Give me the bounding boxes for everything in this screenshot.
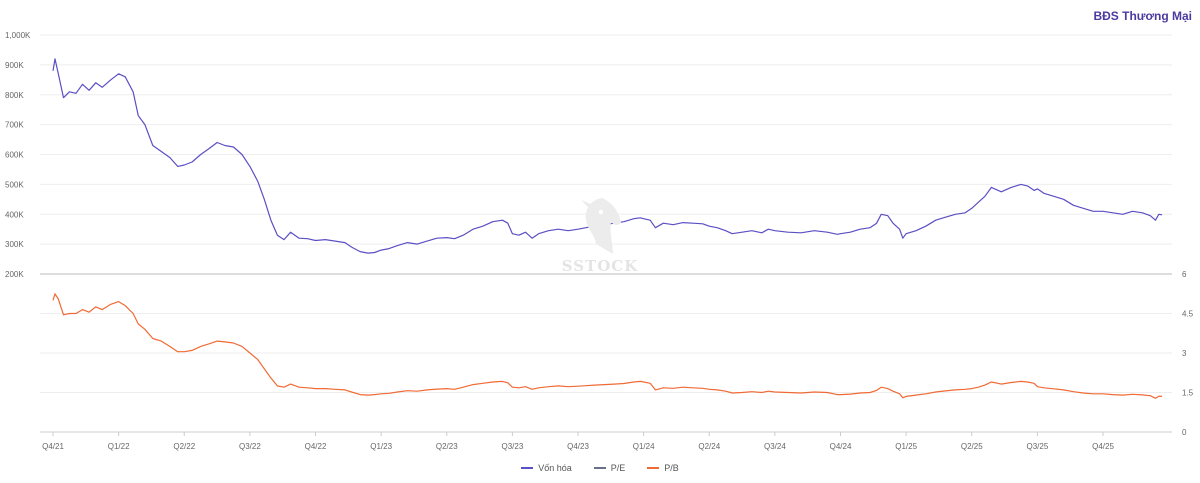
x-tick-label: Q1/22 <box>108 442 130 451</box>
x-tick-label: Q2/24 <box>698 442 720 451</box>
legend-item-von-hoa[interactable]: Vốn hóa <box>521 463 572 473</box>
x-tick-label: Q2/25 <box>961 442 983 451</box>
y-tick-label-left: 700K <box>5 121 24 130</box>
x-tick-label: Q3/24 <box>764 442 786 451</box>
x-tick-label: Q4/25 <box>1092 442 1114 451</box>
y-tick-label-left: 500K <box>5 180 24 189</box>
chart-title: BĐS Thương Mại <box>1093 9 1192 23</box>
y-tick-label-right: 4.5 <box>1182 310 1194 319</box>
x-tick-label: Q4/24 <box>830 442 852 451</box>
y-tick-label-right: 1.5 <box>1182 389 1194 398</box>
y-tick-label-left: 900K <box>5 61 24 70</box>
legend-label-von-hoa: Vốn hóa <box>538 463 572 473</box>
y-tick-label-right: 3 <box>1182 349 1187 358</box>
chart-legend: Vốn hóa P/E P/B <box>0 463 1200 473</box>
x-tick-label: Q1/24 <box>633 442 655 451</box>
y-tick-label-left: 600K <box>5 151 24 160</box>
y-tick-label-left: 1,000K <box>5 31 31 40</box>
x-tick-label: Q2/22 <box>173 442 195 451</box>
y-tick-label-left: 800K <box>5 91 24 100</box>
legend-swatch-von-hoa <box>521 467 534 469</box>
y-tick-label-right: 6 <box>1182 270 1187 279</box>
x-tick-label: Q3/23 <box>501 442 523 451</box>
x-tick-label: Q4/23 <box>567 442 589 451</box>
legend-swatch-pe <box>593 467 606 469</box>
x-tick-label: Q4/22 <box>305 442 327 451</box>
legend-label-pe: P/E <box>610 463 626 473</box>
x-tick-label: Q3/25 <box>1026 442 1048 451</box>
series-line-pb <box>52 293 1163 399</box>
y-tick-label-right: 0 <box>1182 428 1187 437</box>
x-tick-label: Q4/21 <box>42 442 64 451</box>
y-tick-label-left: 400K <box>5 210 24 219</box>
series-line-von-hoa <box>52 58 1163 254</box>
x-tick-label: Q1/25 <box>895 442 917 451</box>
y-tick-label-left: 200K <box>5 270 24 279</box>
x-tick-label: Q3/22 <box>239 442 261 451</box>
legend-item-pe[interactable]: P/E <box>593 463 626 473</box>
legend-item-pb[interactable]: P/B <box>647 463 679 473</box>
x-tick-label: Q2/23 <box>436 442 458 451</box>
x-tick-label: Q1/23 <box>370 442 392 451</box>
legend-swatch-pb <box>647 467 660 469</box>
y-tick-label-left: 300K <box>5 240 24 249</box>
legend-label-pb: P/B <box>664 463 679 473</box>
